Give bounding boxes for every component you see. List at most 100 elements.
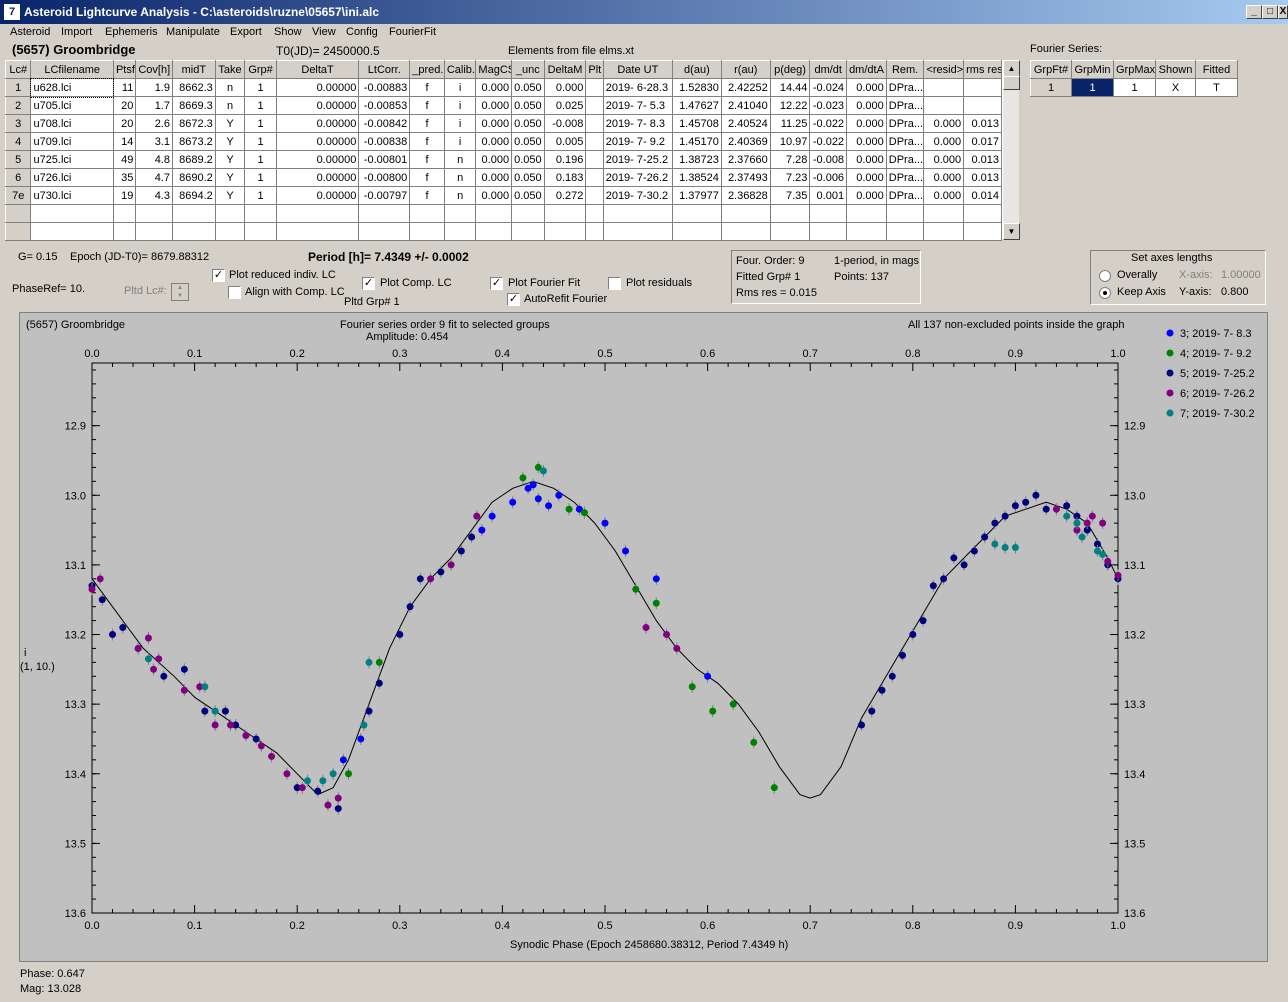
scroll-up-icon[interactable]: ▲	[1003, 60, 1020, 77]
lc-cell[interactable]: u709.lci	[30, 132, 114, 151]
lc-cell[interactable]: 10.97	[769, 132, 811, 151]
lc-cell[interactable]: 11	[112, 78, 137, 97]
menu-fourierfit[interactable]: FourierFit	[389, 26, 437, 38]
lc-cell[interactable]: 49	[112, 150, 137, 169]
empty-cell[interactable]	[475, 204, 513, 223]
lc-cell[interactable]: 1	[244, 96, 277, 115]
maximize-button[interactable]: □	[1262, 5, 1278, 19]
menu-manipulate[interactable]: Manipulate	[166, 26, 220, 38]
lc-cell[interactable]: 0.001	[809, 186, 848, 205]
scroll-thumb[interactable]	[1003, 76, 1020, 90]
lc-cell[interactable]: 0.00000	[275, 132, 360, 151]
empty-cell[interactable]	[720, 222, 771, 241]
lc-header-cell[interactable]: DeltaT	[275, 60, 360, 79]
lc-cell[interactable]: 1	[244, 150, 277, 169]
lc-cell[interactable]: 14	[112, 132, 137, 151]
lc-cell[interactable]: -0.024	[809, 78, 848, 97]
lc-cell[interactable]: 3	[4, 114, 32, 133]
lc-header-cell[interactable]: MagCS	[475, 60, 513, 79]
empty-cell[interactable]	[720, 204, 771, 223]
lc-cell[interactable]: 0.000	[846, 96, 887, 115]
lc-cell[interactable]	[585, 186, 604, 205]
empty-cell[interactable]	[244, 204, 277, 223]
empty-cell[interactable]	[30, 204, 114, 223]
lc-cell[interactable]: i	[443, 96, 477, 115]
menu-asteroid[interactable]: Asteroid	[10, 26, 51, 38]
lc-cell[interactable]: n	[443, 168, 477, 187]
empty-cell[interactable]	[275, 222, 360, 241]
empty-cell[interactable]	[135, 222, 173, 241]
lc-cell[interactable]: 11.25	[769, 114, 811, 133]
empty-cell[interactable]	[671, 204, 722, 223]
keep-axis-radio[interactable]	[1099, 287, 1111, 299]
lc-cell[interactable]: 0.000	[846, 132, 887, 151]
lc-cell[interactable]: 7.28	[769, 150, 811, 169]
lc-cell[interactable]: 0.00000	[275, 168, 360, 187]
lc-cell[interactable]: n	[214, 78, 246, 97]
lc-cell[interactable]: 0.000	[475, 150, 513, 169]
empty-cell[interactable]	[846, 204, 887, 223]
lc-cell[interactable]: 1	[244, 78, 277, 97]
lc-cell[interactable]: 19	[112, 186, 137, 205]
lc-cell[interactable]: -0.00853	[358, 96, 411, 115]
x-axis-value[interactable]: 1.00000	[1221, 269, 1261, 281]
empty-cell[interactable]	[511, 222, 545, 241]
lc-header-cell[interactable]: dm/dtA	[846, 60, 887, 79]
lc-cell[interactable]: 8689.2	[171, 150, 216, 169]
lc-cell[interactable]: 0.00000	[275, 186, 360, 205]
lc-cell[interactable]: -0.008	[809, 150, 848, 169]
lc-cell[interactable]: Y	[214, 186, 246, 205]
lc-cell[interactable]: 2019- 7- 8.3	[602, 114, 673, 133]
empty-cell[interactable]	[358, 204, 411, 223]
lc-cell[interactable]: 0.013	[963, 114, 1002, 133]
fourier-header-cell[interactable]: Shown	[1155, 60, 1196, 79]
table-row[interactable]: 7e u730.lci 19 4.3 8694.2 Y 1 0.00000 -0.00797 f n…	[4, 186, 1002, 205]
lc-cell[interactable]: 0.050	[511, 132, 545, 151]
lc-header-cell[interactable]: Ptsf	[112, 60, 137, 79]
lc-cell[interactable]: 12.22	[769, 96, 811, 115]
fourier-cell[interactable]: 1	[1030, 78, 1072, 97]
lc-cell[interactable]: 0.00000	[275, 78, 360, 97]
lc-cell[interactable]: 0.000	[475, 96, 513, 115]
menu-export[interactable]: Export	[230, 26, 262, 38]
lc-cell[interactable]: f	[409, 132, 445, 151]
lc-cell[interactable]: 8672.3	[171, 114, 216, 133]
empty-row[interactable]	[4, 222, 1002, 241]
fourier-cell[interactable]: 1	[1113, 78, 1156, 97]
empty-cell[interactable]	[112, 204, 137, 223]
lc-cell[interactable]: 0.000	[923, 114, 965, 133]
lc-cell[interactable]: -0.006	[809, 168, 848, 187]
lc-cell[interactable]: DPra...	[885, 168, 925, 187]
empty-cell[interactable]	[30, 222, 114, 241]
lc-cell[interactable]: 0.050	[511, 114, 545, 133]
app-icon[interactable]: 7	[4, 4, 20, 20]
lc-cell[interactable]: -0.022	[809, 114, 848, 133]
empty-cell[interactable]	[809, 204, 848, 223]
empty-cell[interactable]	[963, 204, 1002, 223]
lc-cell[interactable]: n	[214, 96, 246, 115]
lc-cell[interactable]: -0.022	[809, 132, 848, 151]
lc-cell[interactable]: 35	[112, 168, 137, 187]
lc-cell[interactable]: 2.40369	[720, 132, 771, 151]
lc-cell[interactable]: 0.000	[846, 78, 887, 97]
table-row[interactable]: 1 u628.lci 11 1.9 8662.3 n 1 0.00000 -0.00883 f i 0…	[4, 77, 1002, 98]
lc-cell[interactable]	[923, 96, 965, 115]
lc-cell[interactable]: 0.000	[923, 168, 965, 187]
lc-cell[interactable]: u628.lci	[29, 77, 115, 98]
lc-cell[interactable]: 8694.2	[171, 186, 216, 205]
lc-cell[interactable]: 8690.2	[171, 168, 216, 187]
empty-cell[interactable]	[543, 222, 587, 241]
lc-cell[interactable]: u725.lci	[30, 150, 114, 169]
y-axis-value[interactable]: 0.800	[1221, 286, 1249, 298]
lc-cell[interactable]: n	[443, 150, 477, 169]
lc-header-cell[interactable]: Cov[h]	[135, 60, 173, 79]
lc-header-cell[interactable]: Lc#	[4, 60, 32, 79]
lc-header-cell[interactable]: Rem.	[885, 60, 925, 79]
lc-cell[interactable]: 4	[4, 132, 32, 151]
lc-cell[interactable]: 4.8	[135, 150, 173, 169]
lc-cell[interactable]: DPra...	[885, 114, 925, 133]
lc-cell[interactable]: 7.23	[769, 168, 811, 187]
lc-cell[interactable]: 8673.2	[171, 132, 216, 151]
empty-cell[interactable]	[275, 204, 360, 223]
